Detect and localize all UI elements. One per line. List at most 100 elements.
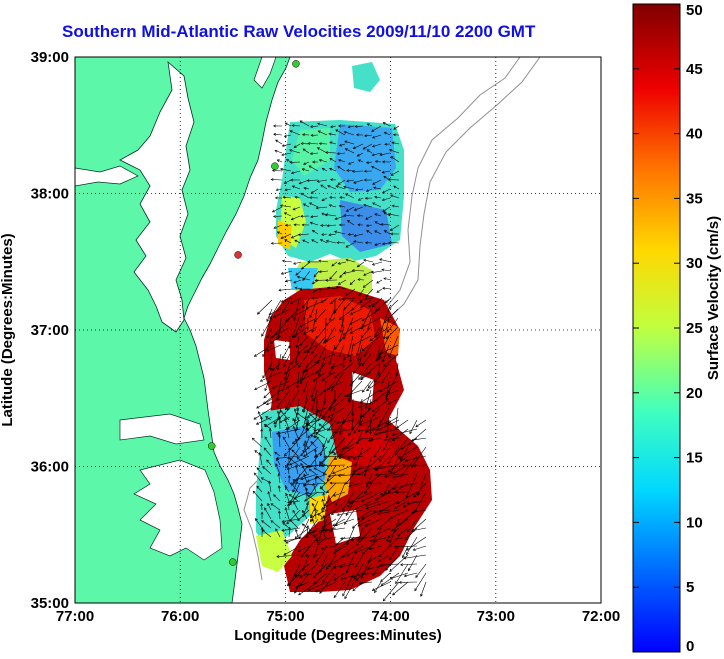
velocity-vector-head: [276, 457, 279, 462]
velocity-vector: [392, 473, 409, 478]
velocity-vector: [321, 500, 337, 510]
velocity-vector-head: [260, 502, 264, 506]
velocity-vector-head: [379, 153, 383, 157]
velocity-vector-head: [292, 417, 296, 422]
velocity-vector-head: [264, 436, 268, 440]
velocity-vector: [400, 455, 418, 477]
velocity-vector-head: [281, 388, 285, 392]
velocity-vector: [382, 197, 391, 201]
velocity-vector: [303, 443, 308, 457]
velocity-vector-head: [396, 501, 400, 505]
velocity-vector-head: [363, 258, 367, 262]
velocity-vector-head: [289, 149, 293, 152]
velocity-vector: [358, 159, 364, 163]
velocity-vector: [354, 563, 364, 580]
velocity-vector: [275, 528, 281, 538]
velocity-vector: [384, 482, 391, 494]
velocity-vector-head: [358, 362, 362, 366]
velocity-vector-head: [372, 572, 376, 576]
velocity-vector: [338, 297, 347, 300]
velocity-vector-head: [313, 467, 317, 471]
velocity-vector-head: [301, 133, 306, 137]
velocity-vector: [288, 503, 290, 511]
velocity-vector: [300, 371, 309, 384]
colorbar-label: Surface Velocity (cm/s): [705, 216, 722, 380]
velocity-vector-head: [406, 552, 409, 556]
velocity-vector: [346, 170, 355, 172]
velocity-vector: [335, 185, 346, 190]
velocity-vector: [322, 371, 336, 381]
velocity-vector: [413, 482, 427, 498]
velocity-vector: [379, 500, 400, 513]
velocity-vector-head: [302, 277, 306, 281]
velocity-vector: [320, 239, 328, 244]
velocity-vector-head: [376, 280, 380, 284]
velocity-vector-head: [282, 355, 285, 360]
velocity-vector: [328, 398, 345, 411]
velocity-vector: [387, 455, 409, 473]
velocity-vector-head: [392, 592, 396, 596]
velocity-vector: [339, 143, 346, 146]
velocity-vector-head: [353, 208, 357, 211]
velocity-vector-head: [415, 424, 419, 428]
velocity-vector: [298, 233, 310, 236]
velocity-vector-head: [321, 212, 325, 216]
velocity-vector: [389, 518, 400, 543]
velocity-vector-head: [316, 147, 320, 151]
velocity-vector: [299, 572, 310, 586]
velocity-vector: [366, 428, 382, 432]
velocity-vector: [319, 270, 329, 273]
velocity-vector: [383, 277, 392, 281]
velocity-vector: [413, 545, 427, 551]
velocity-vector-head: [357, 159, 361, 163]
velocity-vector: [395, 563, 409, 584]
velocity-vector: [384, 473, 400, 477]
velocity-vector: [295, 465, 299, 475]
velocity-vector: [360, 299, 372, 309]
velocity-vector-head: [351, 525, 355, 529]
velocity-vector: [398, 446, 418, 459]
velocity-vector: [366, 380, 381, 391]
velocity-vector-head: [326, 490, 330, 494]
velocity-vector: [386, 317, 399, 333]
velocity-vector: [293, 299, 300, 321]
colorbar-gradient: [632, 3, 681, 653]
velocity-vector: [272, 170, 283, 172]
velocity-vector: [313, 371, 327, 382]
velocity-vector-head: [328, 362, 332, 366]
velocity-vector: [359, 407, 363, 426]
velocity-vector-head: [297, 351, 301, 354]
velocity-vector: [302, 437, 310, 453]
velocity-vector: [366, 500, 391, 510]
velocity-vector: [372, 297, 383, 308]
velocity-vector-head: [353, 430, 357, 434]
velocity-vector: [356, 335, 363, 356]
velocity-vector-head: [276, 159, 280, 163]
velocity-vector-head: [349, 282, 353, 286]
velocity-vector-head: [328, 408, 332, 411]
velocity-vector-head: [278, 288, 282, 292]
velocity-vector: [391, 518, 409, 532]
velocity-vector-head: [304, 440, 308, 444]
velocity-vector: [278, 434, 281, 448]
velocity-vector-head: [345, 481, 348, 485]
velocity-vector: [390, 156, 400, 163]
velocity-vector: [314, 455, 317, 466]
velocity-vector: [378, 353, 381, 375]
velocity-vector-head: [356, 214, 360, 218]
velocity-vector: [392, 205, 400, 208]
velocity-vector-head: [382, 598, 386, 602]
velocity-vector-head: [381, 380, 384, 384]
velocity-vector: [308, 532, 317, 538]
velocity-vector-head: [269, 341, 273, 344]
velocity-vector-head: [309, 314, 313, 319]
velocity-vector-head: [386, 329, 390, 333]
velocity-vector-head: [365, 161, 369, 164]
velocity-vector: [310, 215, 319, 218]
velocity-vector-head: [351, 269, 355, 272]
velocity-vector: [365, 500, 382, 507]
velocity-vector-head: [309, 152, 313, 156]
velocity-vector-head: [381, 242, 385, 246]
velocity-vector-head: [381, 198, 385, 202]
velocity-vector-head: [268, 480, 271, 484]
